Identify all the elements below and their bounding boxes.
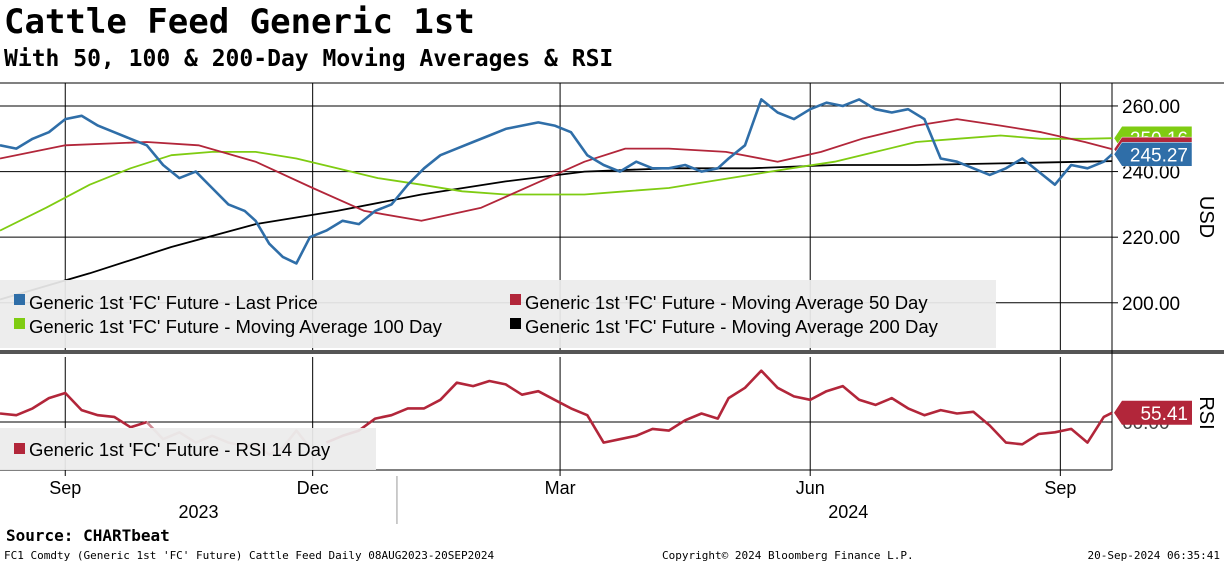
footer-security: FC1 Comdty (Generic 1st 'FC' Future) Cat… (4, 549, 495, 562)
price-y-tick-label: 200.00 (1122, 294, 1180, 315)
source-label: Source: CHARTbeat (6, 526, 170, 545)
legend-entry: Generic 1st 'FC' Future - Moving Average… (525, 292, 928, 313)
x-tick-label: Dec (297, 478, 329, 498)
legend-swatch (14, 443, 25, 454)
last-price-line (0, 98, 1113, 265)
ma100-line (0, 134, 1113, 232)
legend-entry: Generic 1st 'FC' Future - Moving Average… (525, 316, 939, 337)
chart-title: Cattle Feed Generic 1st (4, 2, 475, 42)
x-tick-label: Sep (49, 478, 81, 498)
last-price-value-tag-text: 245.27 (1130, 145, 1188, 166)
legend-swatch (14, 294, 25, 305)
legend-entry: Generic 1st 'FC' Future - RSI 14 Day (29, 439, 331, 460)
last-price-value-tag-shape (1113, 142, 1193, 167)
price-y-tick-label: 220.00 (1122, 228, 1180, 249)
x-tick-label: Jun (796, 478, 825, 498)
footer-timestamp: 20-Sep-2024 06:35:41 (1087, 549, 1220, 562)
legend-swatch (510, 318, 521, 329)
x-tick-label: Mar (545, 478, 576, 498)
x-tick-label: Sep (1044, 478, 1076, 498)
legend-entry: Generic 1st 'FC' Future - Last Price (29, 292, 318, 313)
legend-entry: Generic 1st 'FC' Future - Moving Average… (29, 316, 443, 337)
price-y-tick-label: 260.00 (1122, 97, 1180, 118)
year-label: 2023 (178, 502, 218, 522)
rsi-line (325, 369, 1113, 446)
legend-swatch (14, 318, 25, 329)
ma200-line (0, 160, 1113, 301)
rsi-legend-box (0, 428, 376, 470)
legend-swatch (510, 294, 521, 305)
chart-subtitle: With 50, 100 & 200-Day Moving Averages &… (4, 46, 614, 72)
rsi-value-tag-shape (1114, 400, 1192, 425)
ma50-line (0, 118, 1113, 222)
price-y-axis-label: USD (1195, 196, 1217, 238)
rsi-line (0, 391, 148, 429)
year-label: 2024 (828, 502, 868, 522)
footer-copyright: Copyright© 2024 Bloomberg Finance L.P. (662, 549, 914, 562)
rsi-y-axis-label: RSI (1195, 396, 1217, 429)
rsi-value-tag: 55.41 (1114, 400, 1192, 425)
last-price-value-tag: 245.27 (1113, 142, 1193, 167)
rsi-value-tag-text: 55.41 (1140, 404, 1188, 425)
price-legend-box (0, 280, 996, 348)
price-y-tick-label: 240.00 (1122, 163, 1180, 184)
